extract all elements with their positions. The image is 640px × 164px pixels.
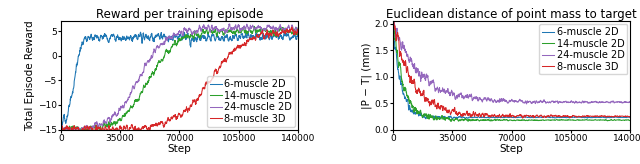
24-muscle 2D bbox=[390, 20, 398, 22]
Line: 24-muscle 2D: 24-muscle 2D bbox=[61, 24, 298, 132]
Y-axis label: Total Episode Reward: Total Episode Reward bbox=[25, 20, 35, 131]
6-muscle 2D bbox=[627, 117, 634, 119]
Line: 14-muscle 2D: 14-muscle 2D bbox=[61, 26, 298, 132]
24-muscle 2D bbox=[291, 29, 299, 31]
Line: 14-muscle 2D: 14-muscle 2D bbox=[393, 20, 630, 122]
24-muscle 2D bbox=[582, 101, 590, 103]
8-muscle 3D bbox=[389, 17, 397, 19]
6-muscle 2D bbox=[447, 116, 454, 118]
6-muscle 2D bbox=[167, 38, 175, 40]
8-muscle 3D bbox=[250, 38, 257, 40]
24-muscle 2D bbox=[250, 26, 257, 28]
Line: 8-muscle 3D: 8-muscle 3D bbox=[393, 17, 630, 118]
24-muscle 2D bbox=[115, 111, 122, 113]
24-muscle 2D bbox=[499, 100, 507, 102]
14-muscle 2D bbox=[115, 120, 122, 122]
Title: Reward per training episode: Reward per training episode bbox=[96, 8, 263, 21]
6-muscle 2D bbox=[294, 33, 302, 35]
6-muscle 2D bbox=[389, 20, 397, 22]
14-muscle 2D bbox=[182, 36, 189, 38]
8-muscle 3D bbox=[471, 113, 479, 115]
X-axis label: Step: Step bbox=[168, 144, 191, 154]
8-muscle 3D bbox=[518, 117, 526, 119]
14-muscle 2D bbox=[499, 119, 507, 121]
8-muscle 3D bbox=[182, 109, 189, 111]
24-muscle 2D bbox=[167, 36, 175, 38]
24-muscle 2D bbox=[523, 103, 531, 105]
8-muscle 3D bbox=[167, 119, 175, 121]
14-muscle 2D bbox=[623, 119, 631, 121]
24-muscle 2D bbox=[67, 131, 74, 133]
14-muscle 2D bbox=[139, 90, 147, 92]
24-muscle 2D bbox=[57, 131, 65, 133]
14-muscle 2D bbox=[250, 29, 257, 31]
6-muscle 2D bbox=[182, 39, 189, 41]
Y-axis label: |P − T| (mm): |P − T| (mm) bbox=[361, 42, 372, 109]
24-muscle 2D bbox=[182, 29, 189, 31]
24-muscle 2D bbox=[623, 102, 631, 103]
6-muscle 2D bbox=[115, 36, 122, 38]
Title: Euclidean distance of point mass to target: Euclidean distance of point mass to targ… bbox=[387, 8, 637, 21]
14-muscle 2D bbox=[627, 119, 634, 121]
6-muscle 2D bbox=[57, 123, 65, 125]
Legend: 6-muscle 2D, 14-muscle 2D, 24-muscle 2D, 8-muscle 3D: 6-muscle 2D, 14-muscle 2D, 24-muscle 2D,… bbox=[539, 24, 627, 74]
6-muscle 2D bbox=[471, 116, 479, 118]
8-muscle 3D bbox=[67, 131, 74, 133]
Legend: 6-muscle 2D, 14-muscle 2D, 24-muscle 2D, 8-muscle 3D: 6-muscle 2D, 14-muscle 2D, 24-muscle 2D,… bbox=[207, 76, 295, 127]
6-muscle 2D bbox=[58, 124, 66, 126]
24-muscle 2D bbox=[627, 101, 634, 103]
24-muscle 2D bbox=[447, 92, 454, 94]
6-muscle 2D bbox=[250, 35, 257, 37]
14-muscle 2D bbox=[447, 120, 454, 122]
24-muscle 2D bbox=[389, 24, 397, 26]
8-muscle 3D bbox=[514, 115, 522, 117]
6-muscle 2D bbox=[499, 117, 507, 119]
24-muscle 2D bbox=[225, 23, 233, 25]
8-muscle 3D bbox=[582, 115, 590, 117]
14-muscle 2D bbox=[514, 119, 522, 121]
24-muscle 2D bbox=[471, 96, 479, 98]
14-muscle 2D bbox=[75, 131, 83, 133]
14-muscle 2D bbox=[291, 30, 299, 32]
8-muscle 3D bbox=[623, 115, 631, 117]
6-muscle 2D bbox=[514, 116, 522, 118]
14-muscle 2D bbox=[294, 33, 302, 35]
6-muscle 2D bbox=[291, 35, 299, 37]
14-muscle 2D bbox=[389, 19, 397, 21]
14-muscle 2D bbox=[167, 48, 175, 50]
6-muscle 2D bbox=[582, 117, 589, 119]
8-muscle 3D bbox=[288, 26, 296, 28]
X-axis label: Step: Step bbox=[500, 144, 524, 154]
6-muscle 2D bbox=[139, 35, 147, 37]
8-muscle 3D bbox=[139, 126, 147, 128]
8-muscle 3D bbox=[291, 30, 299, 32]
8-muscle 3D bbox=[447, 113, 454, 115]
Line: 6-muscle 2D: 6-muscle 2D bbox=[61, 32, 298, 125]
14-muscle 2D bbox=[471, 119, 479, 121]
Line: 24-muscle 2D: 24-muscle 2D bbox=[393, 21, 630, 104]
14-muscle 2D bbox=[582, 119, 589, 121]
6-muscle 2D bbox=[623, 116, 631, 118]
Line: 6-muscle 2D: 6-muscle 2D bbox=[393, 21, 630, 119]
8-muscle 3D bbox=[627, 116, 634, 118]
Line: 8-muscle 3D: 8-muscle 3D bbox=[61, 27, 298, 132]
24-muscle 2D bbox=[514, 101, 522, 103]
8-muscle 3D bbox=[294, 29, 302, 31]
8-muscle 3D bbox=[499, 114, 507, 116]
6-muscle 2D bbox=[449, 118, 456, 120]
8-muscle 3D bbox=[390, 16, 397, 18]
8-muscle 3D bbox=[57, 128, 65, 130]
14-muscle 2D bbox=[250, 25, 258, 27]
24-muscle 2D bbox=[139, 72, 147, 73]
24-muscle 2D bbox=[294, 27, 302, 29]
14-muscle 2D bbox=[57, 127, 65, 129]
8-muscle 3D bbox=[115, 130, 122, 132]
14-muscle 2D bbox=[447, 121, 455, 123]
6-muscle 2D bbox=[137, 31, 145, 33]
